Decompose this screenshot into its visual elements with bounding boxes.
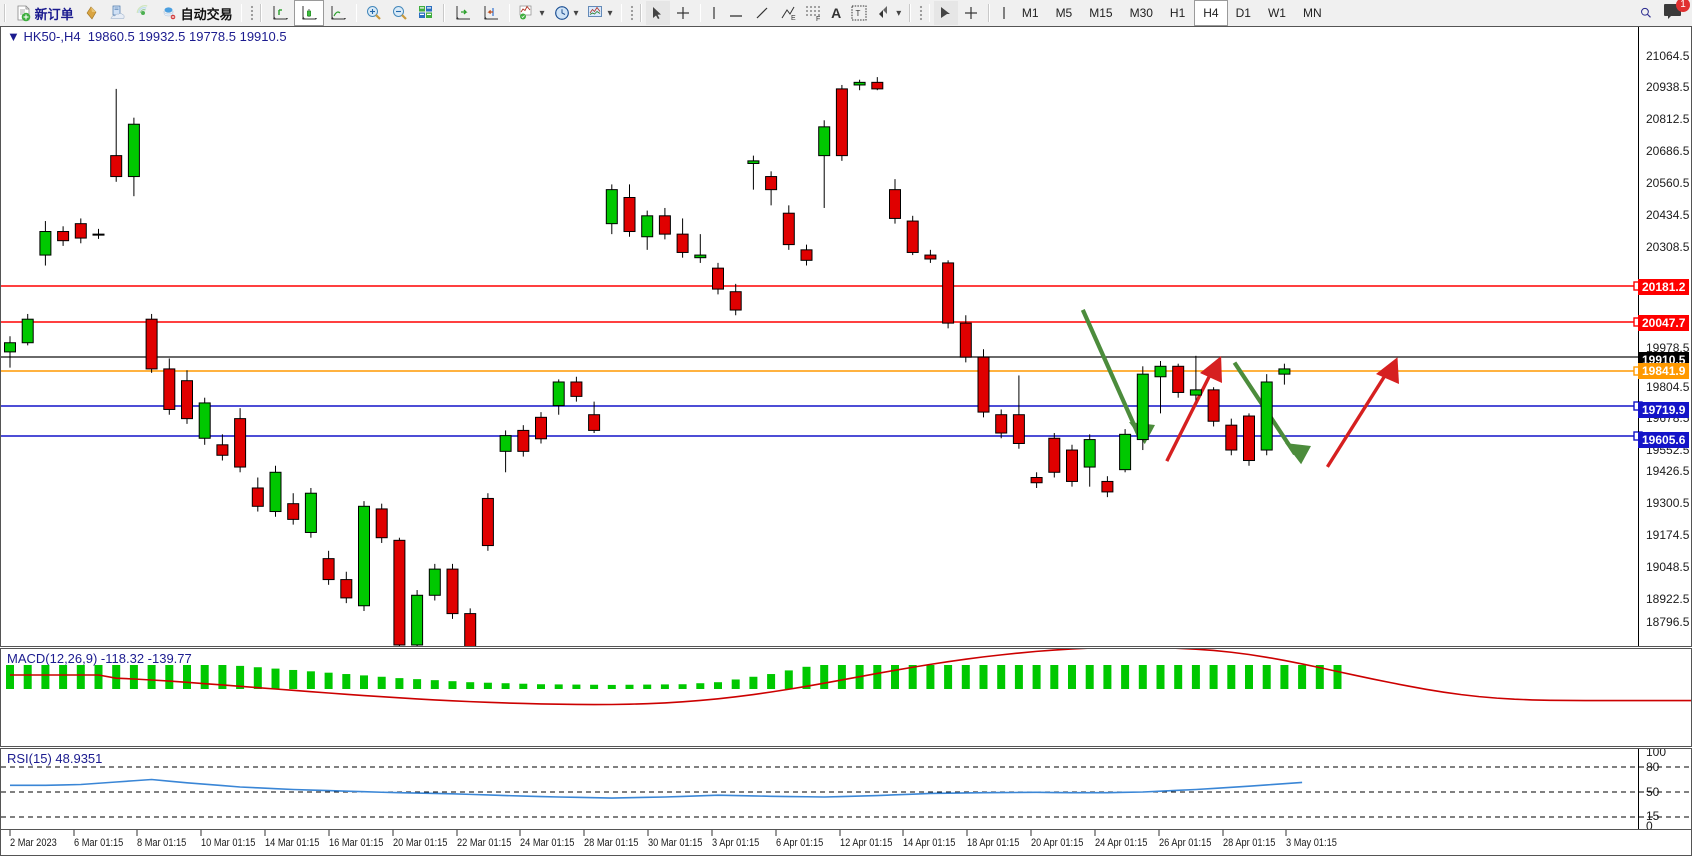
- svg-text:F: F: [816, 16, 820, 21]
- svg-text:T: T: [856, 9, 861, 18]
- svg-text:E: E: [791, 15, 796, 22]
